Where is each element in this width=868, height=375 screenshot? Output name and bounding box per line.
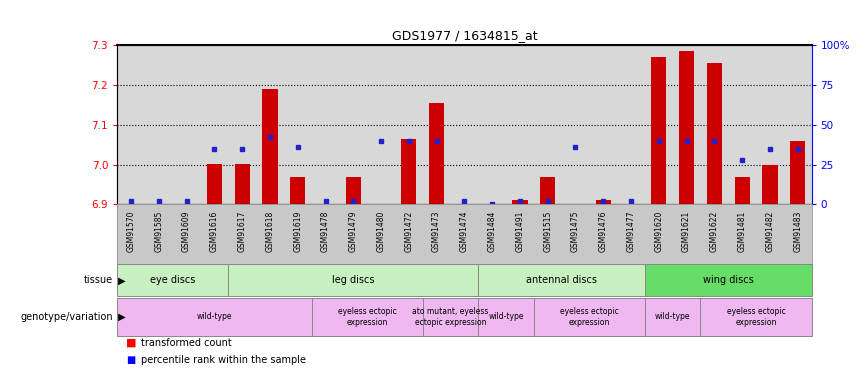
Text: wing discs: wing discs [703, 275, 753, 285]
Bar [762, 165, 778, 204]
Text: GSM91474: GSM91474 [460, 210, 469, 252]
Bar [228, 264, 478, 296]
Text: antennal discs: antennal discs [526, 275, 597, 285]
Text: ▶: ▶ [115, 312, 126, 322]
Text: GSM91620: GSM91620 [654, 210, 663, 252]
Bar [117, 298, 312, 336]
Bar [312, 298, 423, 336]
Text: GSM91621: GSM91621 [682, 210, 691, 252]
Bar [262, 89, 278, 204]
Bar [423, 298, 478, 336]
Text: percentile rank within the sample: percentile rank within the sample [141, 355, 306, 365]
Bar [290, 177, 306, 204]
Text: GSM91609: GSM91609 [182, 210, 191, 252]
Text: GSM91616: GSM91616 [210, 210, 219, 252]
Bar [734, 177, 750, 204]
Bar [700, 298, 812, 336]
Bar [790, 141, 806, 204]
Bar [512, 200, 528, 204]
Text: GSM91473: GSM91473 [432, 210, 441, 252]
Text: ato mutant, eyeless
ectopic expression: ato mutant, eyeless ectopic expression [412, 307, 489, 327]
Text: eyeless ectopic
expression: eyeless ectopic expression [727, 307, 786, 327]
Text: GSM91619: GSM91619 [293, 210, 302, 252]
Text: GSM91618: GSM91618 [266, 210, 274, 252]
Text: GSM91483: GSM91483 [793, 210, 802, 252]
Text: GSM91484: GSM91484 [488, 210, 496, 252]
Bar [478, 298, 534, 336]
Bar [595, 200, 611, 204]
Text: leg discs: leg discs [332, 275, 374, 285]
Text: wild-type: wild-type [655, 312, 690, 321]
Text: GSM91477: GSM91477 [627, 210, 635, 252]
Bar [207, 164, 222, 204]
Text: GSM91491: GSM91491 [516, 210, 524, 252]
Bar [679, 51, 694, 204]
Text: GSM91570: GSM91570 [127, 210, 135, 252]
Text: wild-type: wild-type [197, 312, 232, 321]
Bar [651, 57, 667, 204]
Text: eyeless ectopic
expression: eyeless ectopic expression [338, 307, 397, 327]
Text: GSM91479: GSM91479 [349, 210, 358, 252]
Text: GSM91478: GSM91478 [321, 210, 330, 252]
Text: genotype/variation: genotype/variation [20, 312, 113, 322]
Text: ■: ■ [126, 338, 136, 348]
Text: GSM91481: GSM91481 [738, 210, 746, 252]
Text: eye discs: eye discs [150, 275, 195, 285]
Bar [478, 264, 645, 296]
Bar [429, 103, 444, 204]
Text: ■: ■ [126, 355, 135, 365]
Text: GSM91585: GSM91585 [155, 210, 163, 252]
Text: ▶: ▶ [115, 275, 126, 285]
Text: GSM91472: GSM91472 [404, 210, 413, 252]
Bar [645, 298, 700, 336]
Text: eyeless ectopic
expression: eyeless ectopic expression [560, 307, 619, 327]
Bar [345, 177, 361, 204]
Text: tissue: tissue [83, 275, 113, 285]
Bar [707, 63, 722, 204]
Text: GSM91622: GSM91622 [710, 210, 719, 252]
Bar [540, 177, 556, 204]
Bar [534, 298, 645, 336]
Bar [234, 164, 250, 204]
Bar [645, 264, 812, 296]
Bar [117, 264, 228, 296]
Text: GSM91475: GSM91475 [571, 210, 580, 252]
Title: GDS1977 / 1634815_at: GDS1977 / 1634815_at [391, 30, 537, 42]
Text: GSM91480: GSM91480 [377, 210, 385, 252]
Text: GSM91515: GSM91515 [543, 210, 552, 252]
Text: GSM91617: GSM91617 [238, 210, 247, 252]
Text: wild-type: wild-type [489, 312, 523, 321]
Text: transformed count: transformed count [141, 338, 233, 348]
Text: GSM91476: GSM91476 [599, 210, 608, 252]
Text: GSM91482: GSM91482 [766, 210, 774, 252]
Bar [401, 139, 417, 204]
